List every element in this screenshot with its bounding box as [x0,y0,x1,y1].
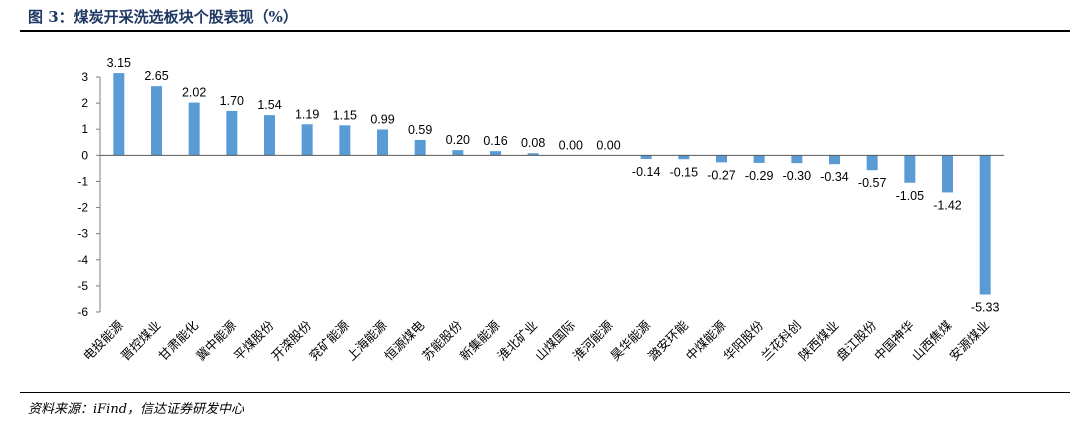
data-label: 1.15 [333,108,357,122]
category-label: 兖矿能源 [306,317,352,363]
bar [753,155,765,163]
y-tick-label: 0 [81,148,88,162]
bar [264,115,275,156]
data-label: -0.15 [670,165,699,179]
category-label: 淮北矿业 [494,318,540,364]
data-label: 0.99 [370,112,394,126]
category-label: 电投能源 [80,317,126,363]
y-tick-label: -2 [77,201,88,215]
category-label: 开滦股份 [268,317,314,363]
bars [113,73,991,295]
bar [866,155,878,171]
y-tick-label: -4 [77,253,88,267]
y-tick-label: -3 [77,227,88,241]
data-label: 0.00 [559,138,583,152]
category-label: 安源煤业 [946,318,992,364]
top-rule [20,30,1070,32]
bar [113,73,125,156]
data-label: 1.19 [295,107,319,121]
data-label: 0.59 [408,123,432,137]
y-tick-label: 2 [81,96,88,110]
y-tick-label: 3 [81,70,88,84]
category-label: 平煤股份 [231,317,277,363]
data-label: -0.27 [707,168,736,182]
data-label: 0.08 [521,136,545,150]
category-label: 中煤能源 [683,317,729,363]
category-label: 山煤国际 [532,318,578,364]
bar [640,155,652,159]
category-label: 华阳股份 [720,317,766,363]
data-label: -0.30 [783,169,812,183]
data-label: -1.05 [896,189,925,203]
bottom-rule [20,392,1070,393]
category-label: 中国神华 [871,318,917,364]
category-label: 淮河能源 [570,317,616,363]
bar [791,155,803,164]
data-label: 0.16 [483,134,507,148]
bar [490,151,501,156]
bar [452,150,464,156]
bar [301,124,313,156]
category-label: 潞安环能 [645,317,691,363]
category-label: 昊华能源 [607,317,653,363]
category-labels: 电投能源晋控煤业甘肃能化冀中能源平煤股份开滦股份兖矿能源上海能源恒源煤电苏能股份… [80,317,992,363]
data-label: 3.15 [107,56,131,70]
bar [377,129,388,156]
bar [414,139,426,156]
data-label: -0.14 [632,165,661,179]
y-tick-label: 1 [81,122,88,136]
bar [942,155,953,193]
bar [226,110,238,156]
value-labels: 3.15 2.65 2.02 1.70 1.54 1.19 1.15 0.99 0.59 0.20… [107,56,1000,314]
category-label: 冀中能源 [193,317,239,363]
data-label: -0.29 [745,169,774,183]
category-label: 恒源煤电 [381,317,427,363]
data-label: 0.20 [446,133,470,147]
bar [527,153,539,156]
category-label: 上海能源 [344,317,390,363]
data-label: -0.57 [858,176,887,190]
bar [829,155,840,165]
data-label: -5.33 [971,301,1000,315]
bar [716,155,727,163]
data-label: 2.02 [182,86,206,100]
category-label: 陕西煤业 [796,318,842,364]
category-label: 新集能源 [457,317,503,363]
bar [339,125,351,156]
category-label: 山西焦煤 [909,317,955,363]
category-label: 甘肃能化 [155,317,201,363]
y-tick-label: -5 [77,279,88,293]
data-label: -1.42 [933,198,962,212]
bar [904,155,916,183]
y-tick-label: -1 [77,174,88,188]
data-label: -0.34 [820,170,849,184]
data-label: 0.00 [596,138,620,152]
category-label: 晋控煤业 [118,318,164,364]
y-axis: 3 2 1 0 -1 -2 -3 -4 -5 -6 [77,70,101,319]
category-label: 盘江股份 [833,317,879,363]
bar [151,86,162,156]
source-note: 资料来源：iFind，信达证券研发中心 [28,402,245,417]
data-label: 1.54 [257,98,281,112]
bar [188,102,200,156]
data-label: 1.70 [220,94,244,108]
y-tick-label: -6 [77,305,88,319]
category-label: 兰花科创 [758,318,804,364]
chart-title: 图 3：煤炭开采洗选板块个股表现（%） [28,8,298,26]
bar [979,155,991,295]
category-label: 苏能股份 [419,317,465,363]
bar-chart: 3 2 1 0 -1 -2 -3 -4 -5 -6 3.15 2.65 2.02 1.70 1.54 1.1… [77,56,1004,363]
data-label: 2.65 [144,69,168,83]
bar [678,155,690,160]
